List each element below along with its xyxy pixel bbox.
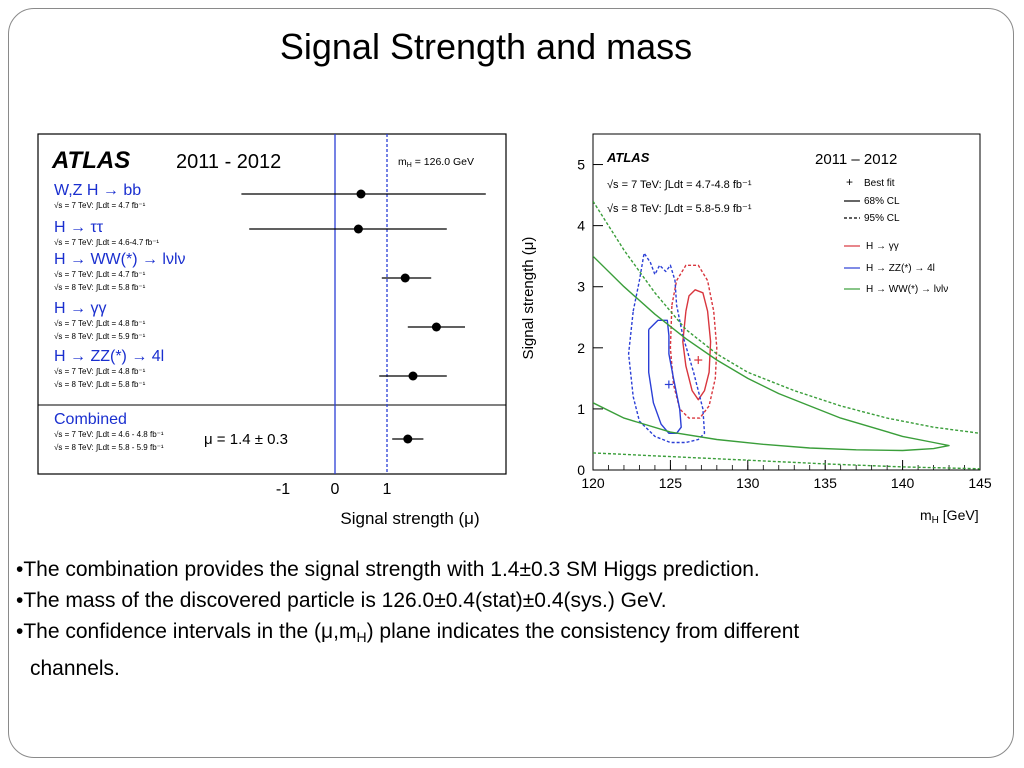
left-mass-label: mH = 126.0 GeV — [398, 156, 474, 169]
contour-line — [593, 255, 950, 452]
slide-frame — [8, 8, 1014, 758]
x-tick-label: 120 — [581, 475, 605, 491]
legend-zz: H → ZZ(*) → 4l — [866, 263, 935, 274]
channel-label: H → ττ — [54, 219, 104, 236]
legend-gg: H → γγ — [866, 241, 899, 252]
legend-best-fit: Best fit — [864, 178, 895, 189]
right-legend: + Best fit 68% CL 95% CL H → γγ H → ZZ(*… — [844, 175, 948, 295]
channel-label: H → γγ — [54, 300, 106, 317]
channel-energy: √s = 7 TeV: ∫Ldt = 4.6-4.7 fb⁻¹ — [54, 238, 159, 247]
channel-label: H → ZZ(*) → 4l — [54, 348, 164, 365]
contour-line — [593, 452, 980, 470]
right-lumi-8tev: √s = 8 TeV: ∫Ldt = 5.8-5.9 fb⁻¹ — [607, 203, 752, 215]
x-tick-label: 1 — [383, 481, 392, 498]
contour-series — [593, 200, 980, 470]
mu-point — [408, 371, 418, 381]
y-tick-label: 0 — [577, 462, 585, 478]
channel-energy: √s = 7 TeV: ∫Ldt = 4.7 fb⁻¹ — [54, 270, 146, 279]
x-tick-label: 145 — [968, 475, 992, 491]
y-tick-label: 1 — [577, 401, 585, 417]
channel-energy: √s = 7 TeV: ∫Ldt = 4.8 fb⁻¹ — [54, 319, 146, 328]
x-tick-label: 130 — [736, 475, 760, 491]
y-tick-label: 5 — [577, 157, 585, 173]
contour-line — [627, 252, 706, 444]
channel-energy: √s = 7 TeV: ∫Ldt = 4.7 fb⁻¹ — [54, 201, 146, 210]
x-tick-label: 0 — [331, 481, 340, 498]
combined-mu-label: μ = 1.4 ± 0.3 — [204, 431, 288, 448]
left-x-axis-label: Signal strength (μ) — [340, 509, 479, 528]
legend-68: 68% CL — [864, 196, 900, 207]
right-y-axis-label: Signal strength (μ) — [520, 237, 537, 360]
channel-energy: √s = 8 TeV: ∫Ldt = 5.8 - 5.9 fb⁻¹ — [54, 443, 164, 452]
mu-point — [400, 273, 410, 283]
bullet-1: •The combination provides the signal str… — [16, 558, 760, 581]
bullet-3: •The confidence intervals in the (μ,mH) … — [16, 620, 800, 645]
channel-label: Combined — [54, 411, 127, 428]
mu-point — [356, 189, 366, 199]
channel-energy: √s = 7 TeV: ∫Ldt = 4.6 - 4.8 fb⁻¹ — [54, 430, 164, 439]
channel-label: H → WW(*) → lνlν — [54, 251, 186, 268]
contour-line — [648, 319, 682, 434]
legend-best-fit-marker: + — [846, 175, 853, 189]
left-plot-frame — [37, 133, 507, 475]
slide-title: Signal Strength and mass — [279, 26, 693, 67]
legend-ww: H → WW(*) → lνlν — [866, 284, 948, 295]
right-period: 2011 – 2012 — [815, 151, 897, 168]
channel-energy: √s = 8 TeV: ∫Ldt = 5.8 fb⁻¹ — [54, 380, 146, 389]
right-x-axis-label: mH [GeV] — [920, 507, 979, 526]
left-period: 2011 - 2012 — [176, 151, 281, 173]
x-tick-label: 125 — [659, 475, 683, 491]
signal-strength-marks — [241, 189, 486, 444]
left-atlas-title: ATLAS — [51, 147, 130, 174]
best-fit-markers — [664, 356, 703, 389]
x-tick-label: -1 — [276, 481, 290, 498]
mu-point — [403, 434, 413, 444]
right-axis-ticks: 120 125 130 135 140 145 0 1 2 3 4 5 — [577, 157, 992, 491]
channel-energy: √s = 8 TeV: ∫Ldt = 5.8 fb⁻¹ — [54, 283, 146, 292]
x-tick-label: 135 — [814, 475, 838, 491]
right-atlas-title: ATLAS — [606, 150, 650, 165]
mu-point — [353, 224, 363, 234]
channel-energy: √s = 8 TeV: ∫Ldt = 5.9 fb⁻¹ — [54, 332, 146, 341]
mu-point — [431, 322, 441, 332]
y-tick-label: 4 — [577, 218, 585, 234]
channel-labels: W,Z H → bb √s = 7 TeV: ∫Ldt = 4.7 fb⁻¹ H →… — [54, 182, 186, 452]
bullet-3-continuation: channels. — [30, 657, 120, 680]
bullet-2: •The mass of the discovered particle is … — [16, 589, 667, 612]
reference-lines — [334, 134, 388, 474]
contour-line — [682, 289, 712, 401]
legend-95: 95% CL — [864, 213, 900, 224]
right-lumi-7tev: √s = 7 TeV: ∫Ldt = 4.7-4.8 fb⁻¹ — [607, 179, 752, 191]
contour-line — [669, 264, 718, 419]
channel-label: W,Z H → bb — [54, 182, 141, 199]
y-tick-label: 2 — [577, 340, 585, 356]
left-x-ticks: -1 0 1 — [276, 481, 392, 498]
channel-energy: √s = 7 TeV: ∫Ldt = 4.8 fb⁻¹ — [54, 367, 146, 376]
contour-line — [593, 200, 980, 434]
x-tick-label: 140 — [891, 475, 915, 491]
bullet-list: •The combination provides the signal str… — [16, 554, 996, 684]
y-tick-label: 3 — [577, 279, 585, 295]
